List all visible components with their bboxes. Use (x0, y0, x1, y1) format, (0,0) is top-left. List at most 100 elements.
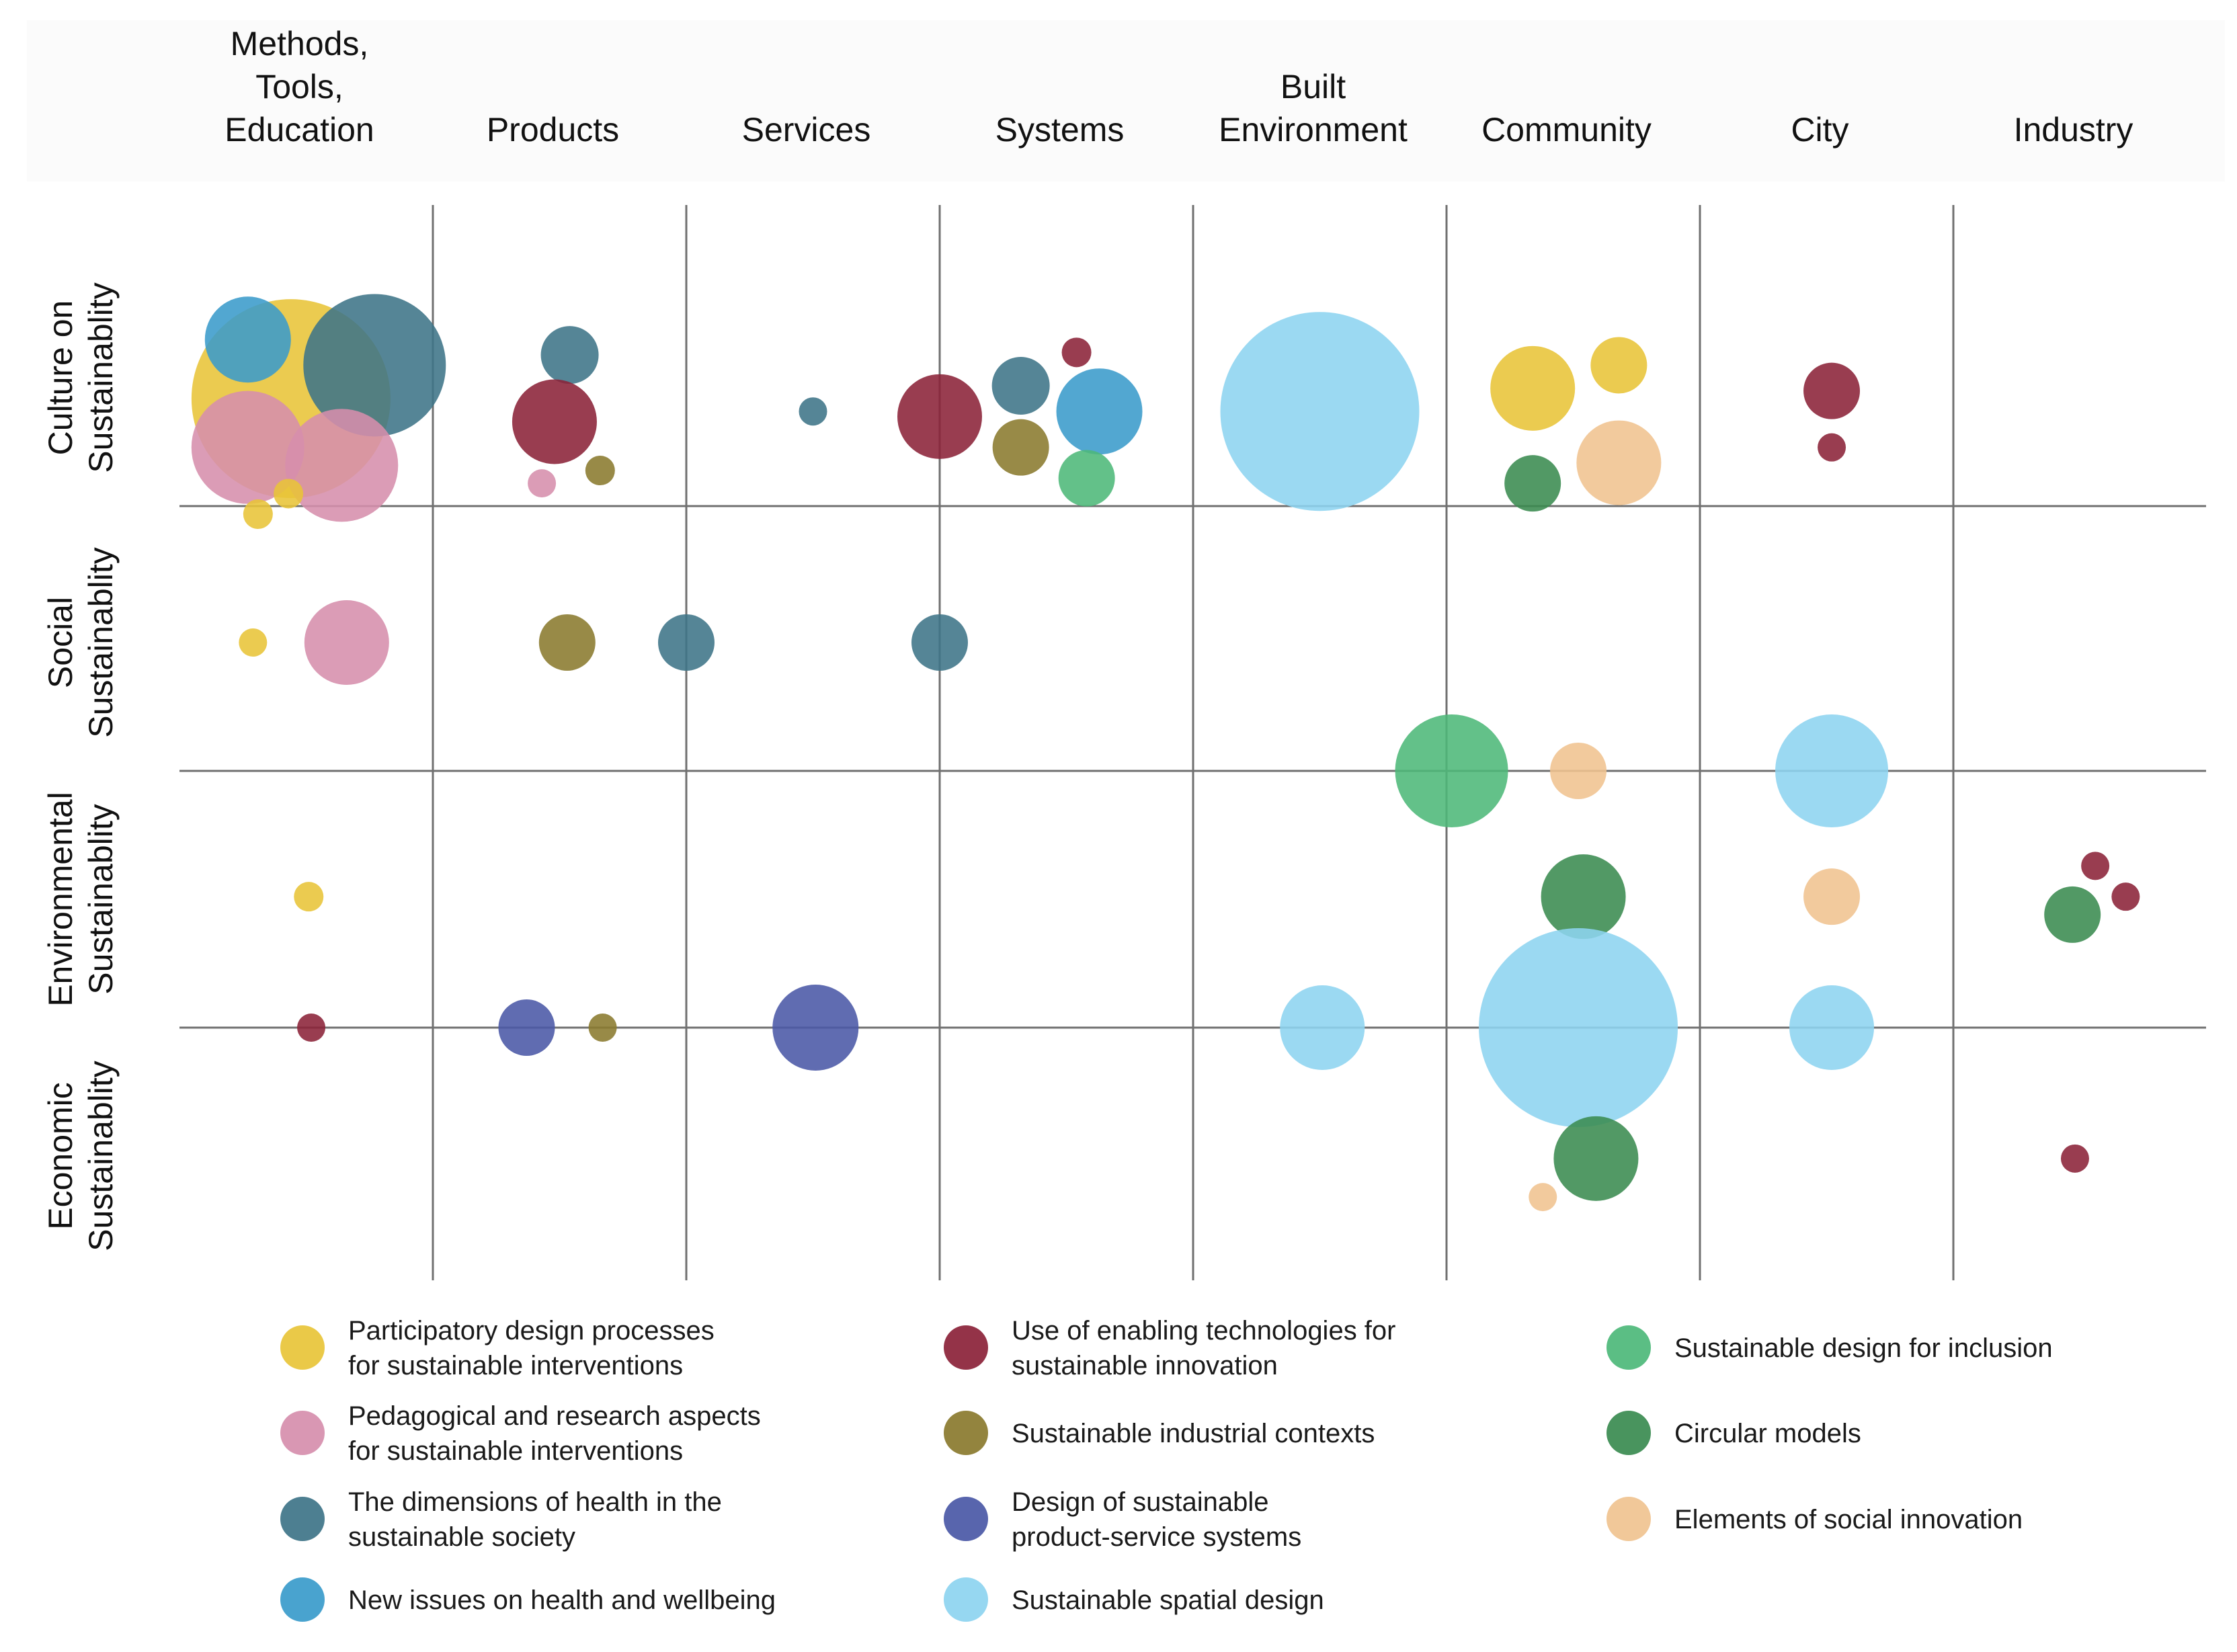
legend-label: Circular models (1674, 1419, 1861, 1448)
legend-swatch (280, 1325, 325, 1370)
legend-item-inclusion: Sustainable design for inclusion (1606, 1325, 2053, 1370)
bubble-pss (498, 999, 555, 1056)
legend-swatch (280, 1497, 325, 1541)
column-label: Services (742, 111, 871, 149)
legend-label: Sustainable spatial design (1012, 1585, 1324, 1615)
bubble-inclusion (1058, 450, 1115, 507)
column-labels: Methods, Tools, Education Products Services S… (225, 25, 2133, 149)
legend-label: The dimensions of health in the sustainab… (348, 1487, 722, 1552)
bubble-social-innovation (1576, 420, 1662, 505)
legend-label: Design of sustainable product-service sys… (1012, 1487, 1301, 1552)
legend-swatch (1606, 1411, 1651, 1455)
bubble-spatial (1479, 928, 1678, 1127)
legend: Participatory design processes for sustai… (280, 1316, 2053, 1622)
row-labels: Culture onSustainablity SocialSustainabli… (42, 282, 120, 1251)
bubble-circular (1541, 854, 1626, 940)
bubble-spatial (1789, 985, 1875, 1070)
bubble-spatial (1280, 985, 1365, 1070)
bubble-health-dimensions (540, 326, 599, 384)
bubble-enabling-tech (1803, 362, 1861, 419)
bubble-participatory (274, 479, 304, 509)
row-label: EconomicSustainablity (42, 1061, 120, 1251)
legend-label: Pedagogical and research aspects for sust… (348, 1401, 761, 1466)
bubble-enabling-tech (1818, 433, 1846, 462)
row-label: Culture onSustainablity (42, 282, 120, 473)
bubble-pss (772, 985, 859, 1071)
bubble-circular (1553, 1116, 1639, 1201)
row-label: EnvironmentalSustainablity (42, 792, 120, 1007)
bubble-pedagogical (285, 409, 399, 522)
bubble-industrial (992, 419, 1049, 476)
bubble-spatial (1220, 312, 1420, 511)
legend-item-social-innovation: Elements of social innovation (1606, 1497, 2023, 1541)
grid-lines (179, 205, 2206, 1280)
bubble-enabling-tech (897, 374, 982, 459)
column-label: Community (1481, 111, 1652, 149)
bubble-social-innovation (1550, 743, 1607, 799)
bubble-circular (2044, 886, 2101, 943)
legend-item-health-dimensions: The dimensions of health in the sustainab… (280, 1487, 722, 1552)
legend-label: Use of enabling technologies for sustaina… (1012, 1316, 1395, 1380)
column-label: City (1791, 111, 1848, 149)
bubble-health-dimensions (911, 614, 968, 671)
legend-swatch (280, 1577, 325, 1622)
bubble-enabling-tech (1061, 337, 1092, 368)
header-band (27, 20, 2225, 181)
bubble-enabling-tech (2081, 852, 2110, 880)
bubble-health-issues (1056, 368, 1143, 455)
legend-swatch (1606, 1497, 1651, 1541)
bubble-participatory (239, 628, 268, 657)
bubble-health-issues (204, 296, 291, 383)
bubble-pedagogical (304, 600, 389, 685)
legend-swatch (944, 1497, 988, 1541)
bubble-industrial (538, 614, 596, 671)
legend-swatch (944, 1577, 988, 1622)
bubble-inclusion (1395, 714, 1508, 827)
column-label: Systems (995, 111, 1125, 149)
legend-label: Sustainable design for inclusion (1674, 1333, 2053, 1363)
column-label: Methods, Tools, Education (225, 25, 374, 149)
bubbles (191, 294, 2140, 1212)
bubble-enabling-tech (512, 379, 597, 464)
legend-label: New issues on health and wellbeing (348, 1585, 776, 1615)
bubble-enabling-tech (2111, 882, 2140, 911)
legend-swatch (280, 1411, 325, 1455)
bubble-pedagogical (528, 469, 557, 498)
bubble-health-dimensions (991, 357, 1050, 415)
bubble-circular (1504, 455, 1561, 512)
legend-swatch (944, 1325, 988, 1370)
legend-item-enabling-tech: Use of enabling technologies for sustaina… (944, 1316, 1395, 1380)
column-label: Industry (2014, 111, 2133, 149)
legend-item-industrial: Sustainable industrial contexts (944, 1411, 1375, 1455)
bubble-participatory (294, 882, 324, 912)
legend-item-participatory: Participatory design processes for sustai… (280, 1316, 715, 1380)
bubble-health-dimensions (303, 294, 446, 437)
legend-item-circular: Circular models (1606, 1411, 1861, 1455)
legend-label: Sustainable industrial contexts (1012, 1419, 1375, 1448)
legend-label: Elements of social innovation (1674, 1505, 2023, 1534)
bubble-participatory (1490, 345, 1576, 431)
bubble-health-dimensions (658, 614, 715, 671)
bubble-health-dimensions (799, 397, 827, 426)
bubble-participatory (1590, 337, 1648, 394)
column-label: Products (487, 111, 619, 149)
row-label: SocialSustainablity (42, 547, 120, 738)
legend-swatch (1606, 1325, 1651, 1370)
bubble-social-innovation (1803, 868, 1861, 925)
legend-item-pss: Design of sustainable product-service sys… (944, 1487, 1301, 1552)
bubble-participatory (243, 499, 273, 529)
legend-item-spatial: Sustainable spatial design (944, 1577, 1324, 1622)
legend-item-pedagogical: Pedagogical and research aspects for sust… (280, 1401, 761, 1466)
bubble-spatial (1775, 714, 1889, 827)
bubble-industrial (585, 456, 615, 486)
legend-item-health-issues: New issues on health and wellbeing (280, 1577, 776, 1622)
legend-swatch (944, 1411, 988, 1455)
bubble-pedagogical (191, 390, 304, 504)
column-label: Built Environment (1219, 68, 1408, 149)
bubble-enabling-tech (2060, 1144, 2089, 1173)
bubble-enabling-tech (297, 1014, 326, 1042)
bubble-social-innovation (1529, 1183, 1557, 1212)
bubble-industrial (588, 1014, 617, 1042)
legend-label: Participatory design processes for sustai… (348, 1316, 715, 1380)
